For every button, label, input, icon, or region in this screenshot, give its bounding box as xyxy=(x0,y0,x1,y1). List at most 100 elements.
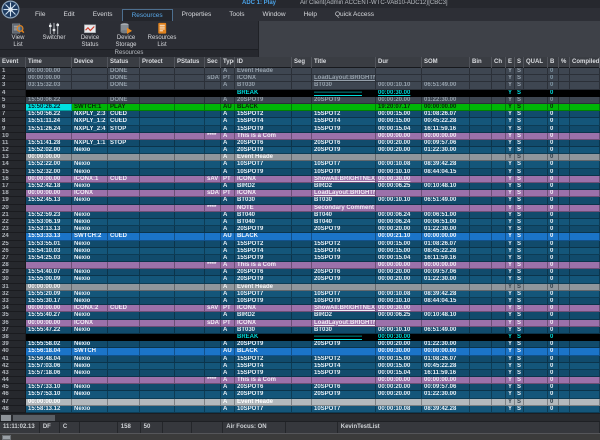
event-row[interactable]: 6 15:50:26.22 SWTCH:1 PLAY AU BLACK 19:20:07.1… xyxy=(0,103,600,112)
event-row[interactable]: 25 15:53:55.01 Nexio A 15SPOT2 15SPOT2 00:00:1… xyxy=(0,240,600,248)
event-row[interactable]: 12 15:52:02.00 Nexio A 20SPOT9 20SPOT9 00:00:2… xyxy=(0,147,600,155)
event-row[interactable]: 22 15:53:06.19 Nexio A BT040 BT040 00:00:06.24… xyxy=(0,218,600,227)
event-row[interactable]: 15 15:52:32.00 Nexio A 10SPOT9 10SPOT9 00:00:1… xyxy=(0,168,600,176)
event-row[interactable]: 1 00:00:00.00 DONE A Event Heade Y S 0 xyxy=(0,68,600,76)
event-row[interactable]: 27 15:54:25.03 Nexio A 15SPOT9 15SPOT9 00:00:1… xyxy=(0,254,600,263)
column-header-%[interactable]: % xyxy=(559,57,570,68)
cell-time: 15:54:40.07 xyxy=(26,269,72,277)
cell-type: A xyxy=(221,341,235,349)
event-row[interactable]: 5 15:50:06.22 DONE A 20SPOT9 20SPOT9 00:00:20.… xyxy=(0,96,600,104)
event-row[interactable]: 30 15:55:00.09 Nexio A 20SPOT9 20SPOT9 00:00:2… xyxy=(0,276,600,284)
event-row[interactable]: 36 00:00:00.00 ICONX sDAT PT ICONX LoadLayout:… xyxy=(0,319,600,327)
event-row[interactable]: 40 15:56:18.04 SWTCH AU BLACK 00:00:30.00 00:0… xyxy=(0,348,600,356)
resources-list-button[interactable]: Resources List xyxy=(144,21,180,49)
device-status-button[interactable]: Device Status xyxy=(72,21,108,49)
event-row[interactable]: 32 15:55:20.09 Nexio A 10SPOT7 10SPOT7 00:00:1… xyxy=(0,290,600,298)
event-row[interactable]: 11 15:51:41.28 NXPLY_1:1 STOP A 20SPOT6 20SPOT… xyxy=(0,139,600,148)
column-header-protect[interactable]: Protect xyxy=(140,57,175,68)
cell-bin xyxy=(470,384,492,392)
column-header-dur[interactable]: Dur xyxy=(376,57,422,68)
column-header-sec[interactable]: Sec xyxy=(205,57,221,68)
menu-item-resources[interactable]: Resources xyxy=(121,8,173,21)
event-row[interactable]: 44 **** A This is a Com 00:00:00.00 00:00:00.… xyxy=(0,377,600,385)
cell-protect xyxy=(140,218,175,227)
cell-% xyxy=(559,89,570,97)
menu-item-help[interactable]: Help xyxy=(303,11,317,18)
column-header-id[interactable]: ID xyxy=(235,57,292,68)
event-row[interactable]: 21 15:52:59.23 Nexio A BT040 BT040 00:00:06.24… xyxy=(0,211,600,219)
event-row[interactable]: 43 15:57:18.06 Nexio A 15SPOT9 15SPOT9 00:00:1… xyxy=(0,369,600,378)
event-row[interactable]: 41 15:56:48.04 Nexio A 15SPOT2 15SPOT2 00:00:1… xyxy=(0,355,600,363)
column-header-b[interactable]: B xyxy=(548,57,559,68)
horizontal-scrollbar[interactable] xyxy=(0,413,600,421)
column-header-status[interactable]: Status xyxy=(108,57,140,68)
menu-item-edit[interactable]: Edit xyxy=(63,11,75,18)
menu-item-file[interactable]: File xyxy=(35,11,46,18)
event-row[interactable]: 23 15:53:13.13 Nexio A 20SPOT9 20SPOT9 00:00:2… xyxy=(0,226,600,234)
column-header-type[interactable]: Type xyxy=(221,57,235,68)
playlist-grid: Event Time Device Status Protect PStatus Sec Ty… xyxy=(0,57,600,413)
event-row[interactable]: 18 00:00:00.00 ICONX sDAT PT ICONX LoadLayout:… xyxy=(0,190,600,198)
column-header-event[interactable]: Event xyxy=(0,57,26,68)
event-row[interactable]: 33 15:55:30.17 Nexio A 10SPOT9 10SPOT9 00:00:1… xyxy=(0,298,600,306)
event-row[interactable]: 2 00:00:00.00 DONE sDAT PT ICONX LoadLayout:BR… xyxy=(0,75,600,83)
menu-item-window[interactable]: Window xyxy=(262,11,286,18)
column-header-seg[interactable]: Seg xyxy=(292,57,312,68)
column-header-time[interactable]: Time xyxy=(26,57,72,68)
column-header-s[interactable]: S xyxy=(515,57,524,68)
event-row[interactable]: 3 03:15:32.03 DONE A BT030 BT030 00:00:10.10 06… xyxy=(0,82,600,90)
event-row[interactable]: 19 15:52:45.13 Nexio A BT030 BT030 00:00:10.10… xyxy=(0,197,600,205)
cell-device: Nexio xyxy=(72,218,108,227)
cell-seg xyxy=(292,204,312,212)
column-header-title[interactable]: Title xyxy=(312,57,376,68)
switcher-button[interactable]: Switcher xyxy=(36,21,72,49)
view-list-button[interactable]: View List xyxy=(0,21,36,49)
column-header-qual[interactable]: QUAL xyxy=(524,57,548,68)
taskbar-app-icon[interactable] xyxy=(2,435,11,440)
event-row[interactable]: 29 15:54:40.07 Nexio A 20SPOT6 20SPOT6 00:00:2… xyxy=(0,269,600,277)
event-row[interactable]: 48 15:58:13.12 Nexio A 10SPOT7 10SPOT7 00:00:1… xyxy=(0,405,600,413)
event-row[interactable]: 46 15:57:53.10 Nexio A 20SPOT9 20SPOT9 00:00:2… xyxy=(0,391,600,399)
event-row[interactable]: 10 **** A This is a Com 00:00:00.00 00:00:00.… xyxy=(0,132,600,140)
column-header-e[interactable]: E xyxy=(506,57,515,68)
event-row[interactable]: 42 15:57:03.06 Nexio A 15SPOT4 15SPOT4 00:00:1… xyxy=(0,362,600,370)
event-row[interactable]: 35 15:55:40.27 Nexio A BIRD2 BIRD2 00:00:06.25… xyxy=(0,312,600,320)
event-row[interactable]: 38 BREAK ------------------------ 00:00:30.… xyxy=(0,333,600,342)
app-logo-icon[interactable] xyxy=(1,0,20,19)
scrollbar-thumb[interactable] xyxy=(13,415,55,421)
cell-compiled xyxy=(570,154,600,162)
event-row[interactable]: 37 15:55:47.22 Nexio A BT030 BT030 00:00:10.10… xyxy=(0,326,600,334)
event-row[interactable]: 26 15:54:10.03 Nexio A 15SPOT4 15SPOT4 00:00:1… xyxy=(0,247,600,255)
event-row[interactable]: 39 15:55:58.02 Nexio A 20SPOT9 20SPOT9 00:00:2… xyxy=(0,341,600,349)
menu-item-tools[interactable]: Tools xyxy=(229,11,245,18)
column-header-som[interactable]: SOM xyxy=(422,57,470,68)
column-header-ch[interactable]: Ch xyxy=(492,57,506,68)
event-row[interactable]: 7 15:50:56.22 NXPLY_2:3 CUED A 15SPOT2 15SPOT2… xyxy=(0,111,600,119)
event-row[interactable]: 20 **** NOTE Secondary Comment Y S 0 xyxy=(0,204,600,212)
event-row[interactable]: 16 00:00:00.00 ICONX:1 CUED sAV PT ICONX ShowAl… xyxy=(0,175,600,183)
cell-pstatus xyxy=(175,276,205,284)
menu-item-properties[interactable]: Properties xyxy=(181,11,212,18)
event-row[interactable]: 31 00:00:00.00 A Event Heade Y S 0 xyxy=(0,283,600,291)
column-header-bin[interactable]: Bin xyxy=(470,57,492,68)
cell-% xyxy=(559,305,570,313)
cell-type: A xyxy=(221,391,235,399)
menu-item-events[interactable]: Events xyxy=(92,11,113,18)
event-row[interactable]: 24 15:53:33.13 SWTCH:2 CUED AU BLACK 00:00:21.… xyxy=(0,233,600,241)
device-storage-button[interactable]: Device Storage xyxy=(108,21,144,49)
column-header-compiled[interactable]: Compiled xyxy=(570,57,600,68)
event-row[interactable]: 17 15:52:42.18 Nexio A BIRD2 BIRD2 00:00:06.25… xyxy=(0,183,600,191)
event-row[interactable]: 9 15:51:26.24 NXPLY_2:4 STOP A 15SPOT9 15SPOT9… xyxy=(0,125,600,133)
menu-item-quick-access[interactable]: Quick Access xyxy=(334,11,374,18)
scroll-left-arrow-icon[interactable] xyxy=(1,415,11,421)
event-row[interactable]: 45 15:57:33.10 Nexio A 20SPOT6 20SPOT6 00:00:2… xyxy=(0,384,600,392)
column-header-device[interactable]: Device xyxy=(72,57,108,68)
column-header-pstatus[interactable]: PStatus xyxy=(175,57,205,68)
event-row[interactable]: 47 00:00:00.00 A Event Heade Y S 0 xyxy=(0,398,600,406)
event-row[interactable]: 13 00:00:00.00 A Event Heade Y S 0 xyxy=(0,154,600,162)
event-row[interactable]: 8 15:51:11.24 NXPLY_1:2 CUED A 15SPOT4 15SPOT4… xyxy=(0,118,600,126)
event-row[interactable]: 28 **** A This is a Com 00:00:00.00 00:00:00.… xyxy=(0,262,600,270)
event-row[interactable]: 34 00:00:00.00 ICONX:2 CUED sAV PT ICONX ShowAl… xyxy=(0,305,600,313)
event-row[interactable]: 4 BREAK ------------------------ 00:00:30.0… xyxy=(0,89,600,97)
event-row[interactable]: 14 15:52:22.00 Nexio A 10SPOT7 10SPOT7 00:00:1… xyxy=(0,161,600,169)
